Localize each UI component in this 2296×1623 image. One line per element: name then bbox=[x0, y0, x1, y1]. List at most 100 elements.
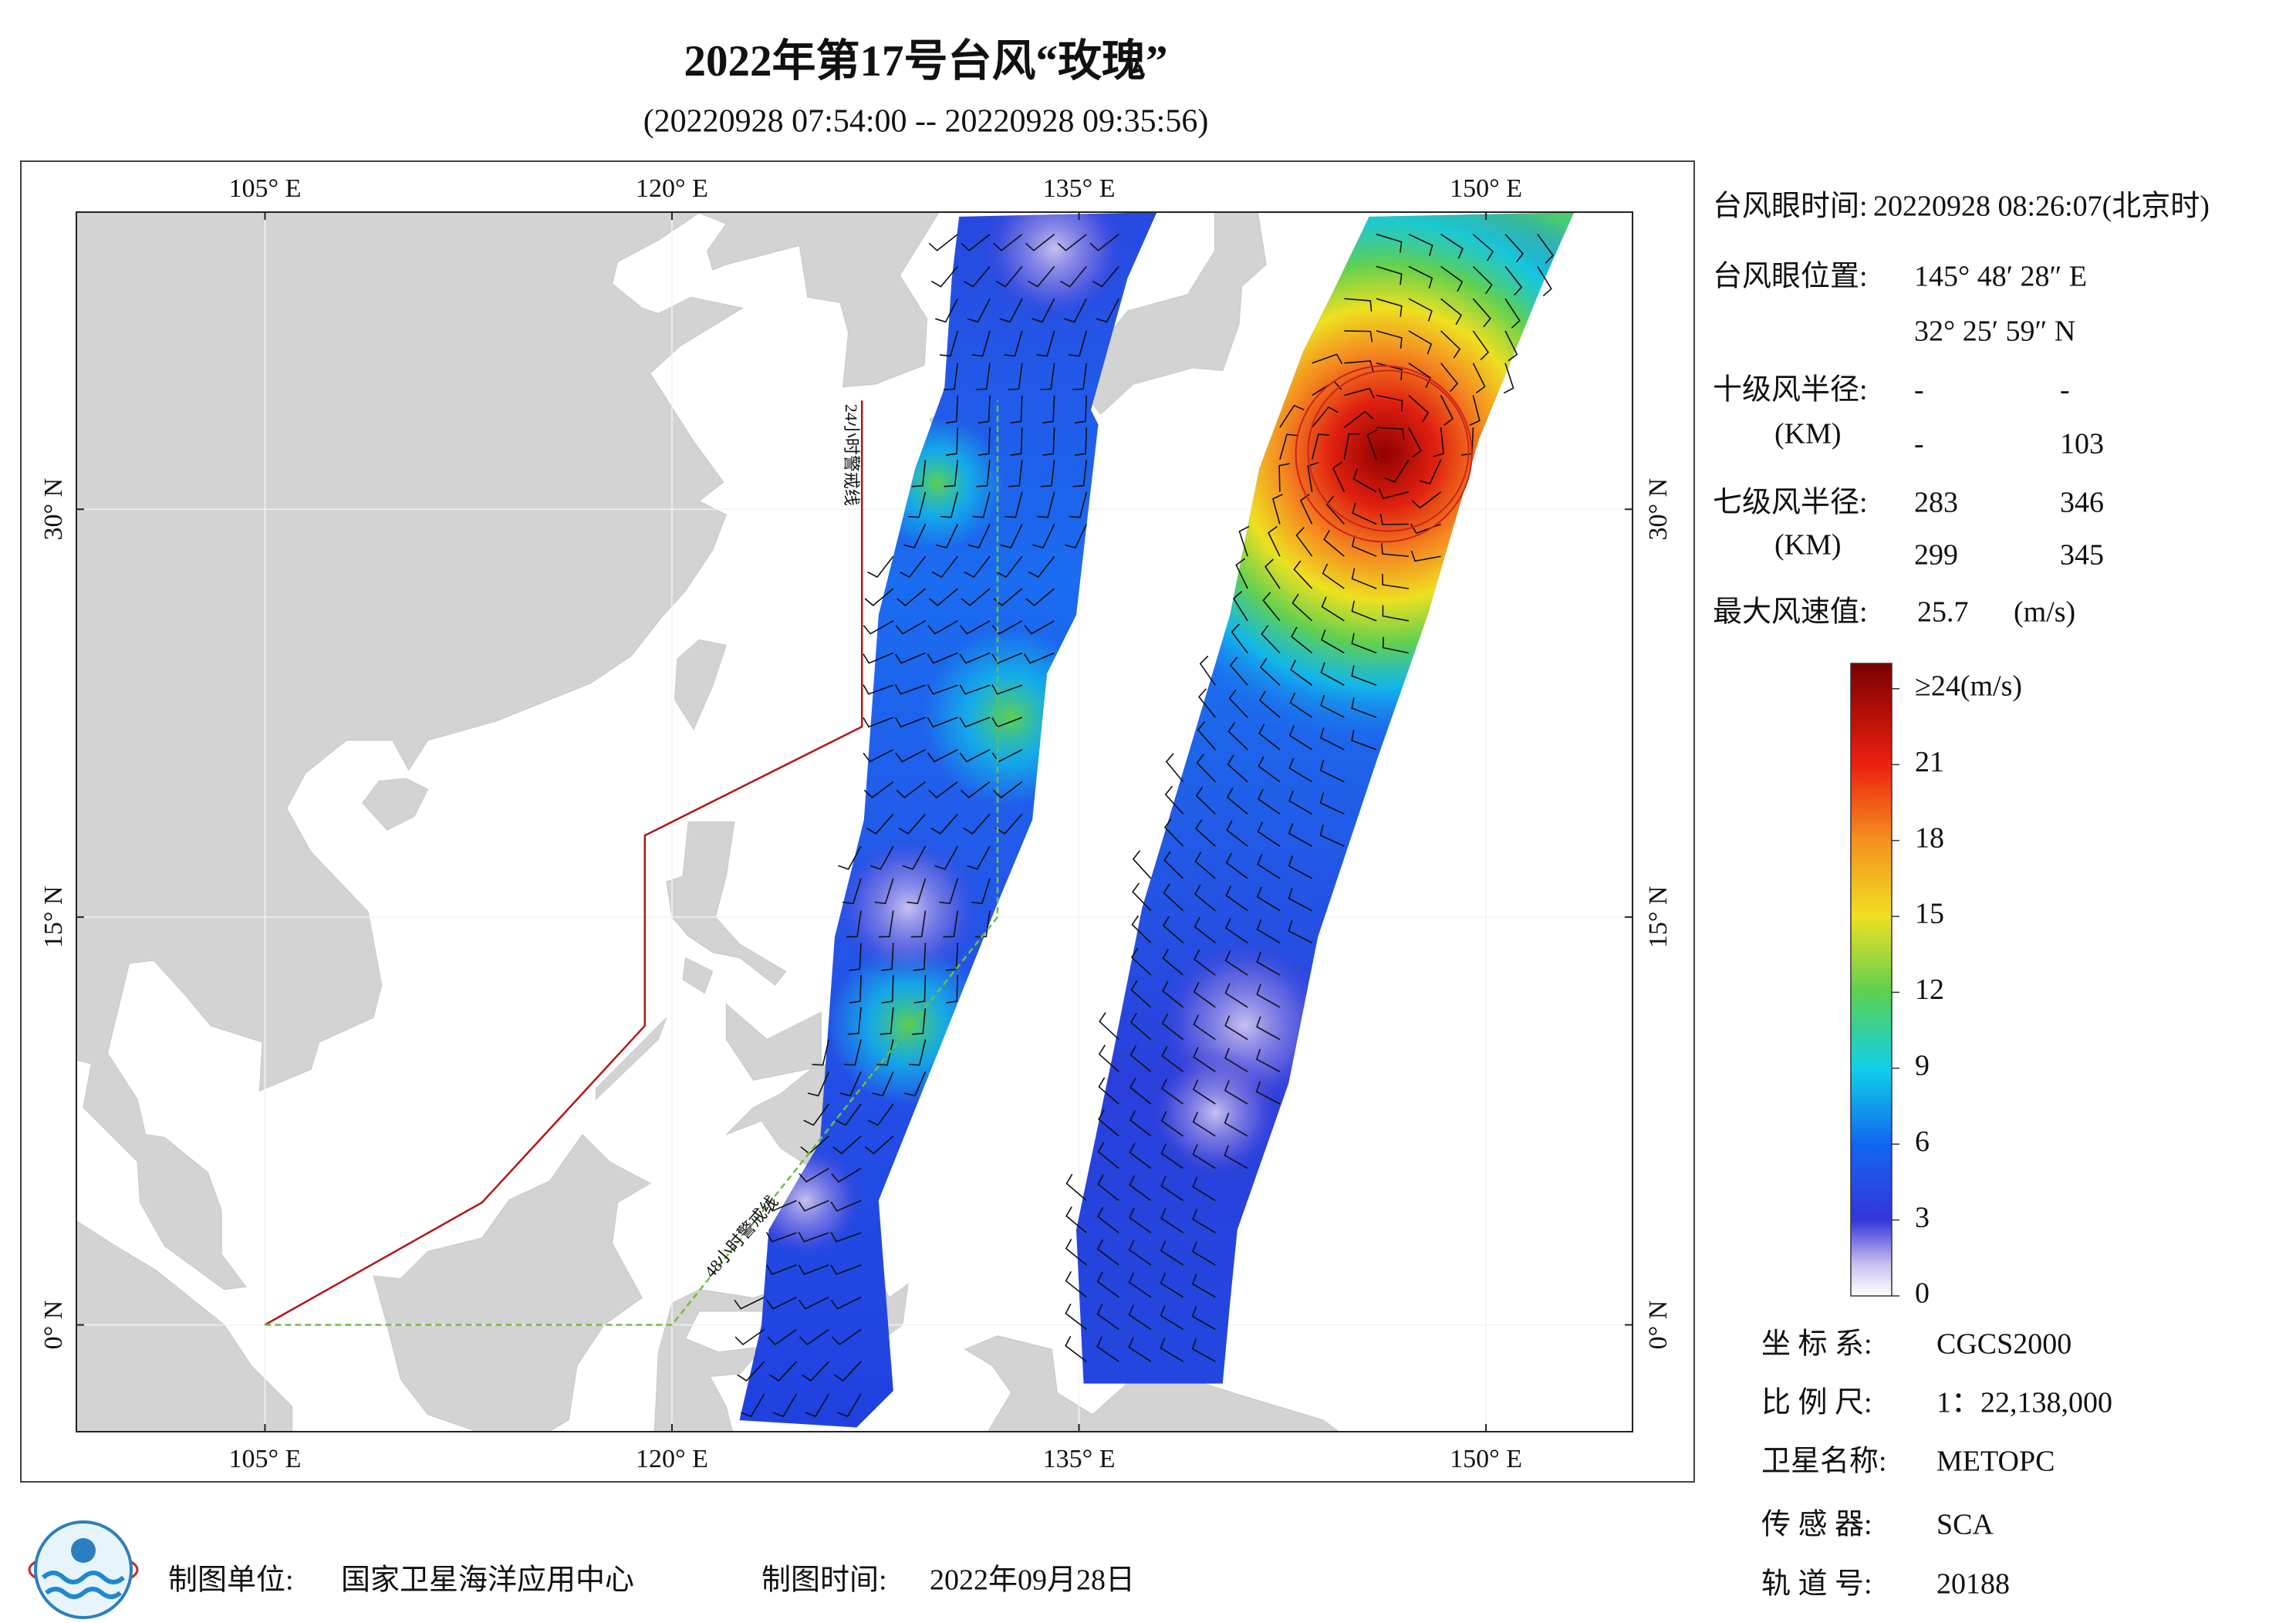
colorbar-label: ≥24(m/s) bbox=[1915, 670, 2022, 703]
wind-barb bbox=[881, 975, 894, 1004]
wind-barb bbox=[734, 1296, 765, 1310]
wind-barb bbox=[1321, 596, 1345, 622]
wind-barb bbox=[1129, 1142, 1152, 1169]
wind-barb bbox=[1192, 1241, 1216, 1266]
wind-barb bbox=[830, 1200, 862, 1212]
wind-barb bbox=[1028, 265, 1055, 288]
wind-barb bbox=[1198, 688, 1216, 718]
wind-barb bbox=[1128, 1304, 1152, 1331]
wind-barb bbox=[1256, 984, 1281, 1008]
wind-barb bbox=[1089, 234, 1119, 251]
wind-barb bbox=[934, 845, 958, 870]
wind-barb bbox=[1344, 360, 1374, 372]
meta-value: METOPC bbox=[1936, 1446, 2055, 1478]
land bbox=[76, 212, 940, 1291]
wind-barb bbox=[1319, 727, 1345, 751]
footer-value: 国家卫星海洋应用中心 bbox=[341, 1564, 634, 1597]
wind-barb bbox=[959, 749, 991, 763]
wind-barb bbox=[1040, 363, 1055, 390]
wind-barb bbox=[1065, 1173, 1087, 1202]
wind-barb bbox=[831, 1167, 862, 1183]
wind-barb bbox=[839, 1071, 862, 1097]
wind-barb bbox=[1226, 788, 1248, 815]
wind-barb bbox=[1288, 725, 1313, 751]
wind-barb bbox=[1132, 882, 1152, 912]
wind-barb bbox=[1384, 459, 1410, 483]
wind-barb bbox=[1381, 543, 1409, 557]
wind-barb bbox=[1320, 694, 1345, 718]
wind-barb bbox=[1097, 1174, 1119, 1202]
wind-barb bbox=[959, 684, 991, 695]
wind-barb bbox=[1096, 298, 1119, 323]
wind-barb bbox=[1503, 363, 1514, 394]
wind-barb bbox=[1351, 600, 1377, 622]
wind-barb bbox=[929, 588, 958, 606]
wind-barb bbox=[803, 1103, 829, 1126]
x-tick-label: 135° E bbox=[1043, 174, 1116, 203]
colorbar bbox=[1850, 663, 1893, 1297]
wind-barb bbox=[1504, 298, 1521, 329]
wind-barb bbox=[991, 620, 1023, 635]
colorbar-label: 15 bbox=[1915, 898, 1944, 930]
info-value: - bbox=[1914, 428, 1924, 461]
wind-barb bbox=[1129, 1013, 1152, 1041]
wind-barb bbox=[1160, 1208, 1184, 1233]
meta-panel: 坐 标 系: CGCS2000 比 例 尺: 1：22,138,000 卫星名称: MET… bbox=[1761, 1328, 2112, 1601]
wind-barb bbox=[1192, 1112, 1216, 1137]
wind-barb bbox=[1160, 1111, 1184, 1137]
wind-barb bbox=[1004, 491, 1023, 518]
wind-barb bbox=[1228, 689, 1248, 718]
y-tick-label: 0° N bbox=[39, 1301, 68, 1350]
wind-barb bbox=[1472, 234, 1494, 262]
meta-label: 卫星名称: bbox=[1761, 1446, 1887, 1478]
wind-barb bbox=[1537, 265, 1552, 297]
wind-barb bbox=[959, 620, 991, 635]
meta-value: 1：22,138,000 bbox=[1936, 1387, 2112, 1419]
land bbox=[596, 1017, 667, 1101]
wind-barb bbox=[1072, 363, 1088, 390]
wind-barb bbox=[872, 1071, 894, 1097]
wind-barb bbox=[896, 588, 927, 606]
wind-barb bbox=[940, 330, 959, 357]
wind-barb bbox=[1323, 529, 1345, 557]
wind-barb bbox=[1343, 433, 1360, 461]
wind-barb bbox=[863, 684, 894, 695]
colorbar-label: 21 bbox=[1915, 746, 1944, 778]
wind-barb bbox=[910, 910, 927, 938]
wind-barb bbox=[1130, 947, 1152, 976]
wind-barb bbox=[1288, 920, 1312, 944]
wind-barb bbox=[1163, 851, 1184, 879]
wind-barb bbox=[1000, 524, 1023, 549]
wind-barb bbox=[927, 717, 958, 728]
info-value: 299 bbox=[1914, 539, 1958, 572]
wind-barb bbox=[967, 298, 991, 323]
wind-barb bbox=[896, 781, 926, 798]
wind-barb bbox=[930, 813, 958, 835]
wind-barb bbox=[1376, 330, 1403, 349]
wind-barb bbox=[1257, 788, 1281, 815]
wind-barb bbox=[1352, 468, 1377, 493]
wind-barb bbox=[1010, 395, 1023, 423]
wind-barb bbox=[1096, 1239, 1119, 1266]
land bbox=[362, 778, 429, 831]
wind-barb bbox=[1004, 330, 1023, 357]
wind-barb bbox=[975, 363, 991, 390]
wind-barb bbox=[833, 1361, 862, 1382]
land bbox=[373, 1134, 651, 1432]
footer-value: 2022年09月28日 bbox=[930, 1564, 1135, 1597]
wind-barb bbox=[977, 395, 991, 423]
wind-barb bbox=[904, 1071, 927, 1097]
wind-barb bbox=[807, 1071, 830, 1097]
wind-barb bbox=[1376, 233, 1403, 253]
wind-barb bbox=[907, 878, 927, 905]
wind-barb bbox=[1226, 820, 1248, 847]
info-label: 台风眼位置: bbox=[1713, 261, 1868, 293]
wind-barb bbox=[1194, 949, 1216, 976]
wind-barb bbox=[765, 1232, 797, 1243]
wind-barb bbox=[866, 813, 894, 835]
warning-line-24h bbox=[264, 400, 863, 1326]
wind-barb bbox=[1008, 363, 1023, 390]
wind-barb bbox=[1008, 459, 1023, 488]
wind-barb bbox=[1256, 1016, 1281, 1041]
wind-barb bbox=[899, 555, 927, 579]
